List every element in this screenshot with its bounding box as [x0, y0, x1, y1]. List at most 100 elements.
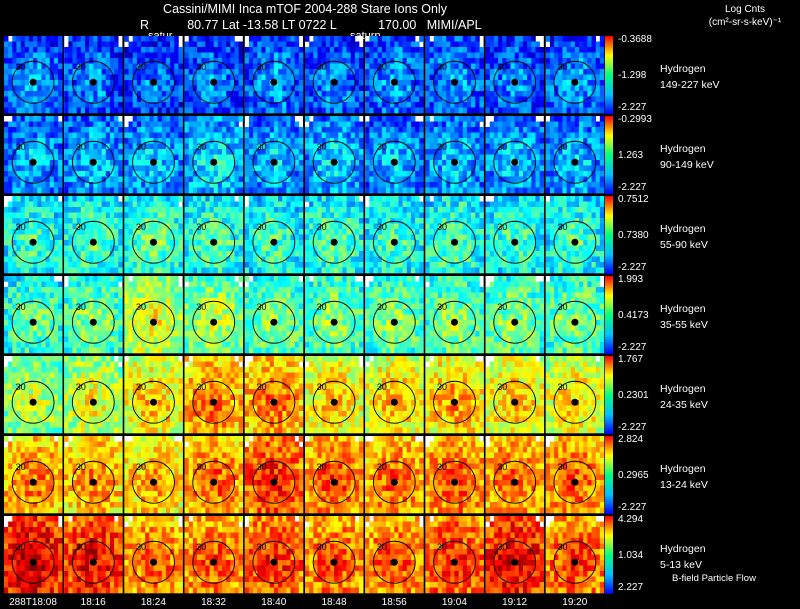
distance-ring: [433, 60, 476, 104]
ring-label: 30: [16, 222, 26, 232]
units-line-1: Log Cnts: [724, 4, 766, 15]
distance-ring: [252, 60, 296, 104]
species-label: Hydrogen: [660, 383, 706, 395]
ring-label: 30: [256, 62, 266, 72]
saturn-marker: [330, 238, 338, 246]
distance-ring: [433, 140, 476, 184]
distance-ring: [553, 540, 597, 584]
saturn-marker: [451, 78, 458, 86]
distance-ring: [312, 300, 356, 344]
distance-ring: [493, 140, 537, 184]
ring-label: 30: [16, 302, 26, 312]
image-panel: 30: [545, 516, 605, 594]
ring-label: 30: [377, 142, 387, 152]
ring-label: 30: [136, 462, 146, 472]
ring-label: 30: [136, 142, 146, 152]
image-panel: 30: [305, 196, 364, 274]
saturn-marker: [451, 558, 458, 566]
saturn-marker: [270, 158, 278, 166]
ring-label: 30: [76, 382, 86, 392]
distance-ring: [192, 300, 236, 344]
time-tick-label: 18:24: [140, 597, 166, 608]
time-tick-label: 18:56: [381, 597, 407, 608]
colorbar-max: 1.767: [618, 354, 644, 365]
saturn-marker: [210, 478, 218, 486]
image-panel: 30: [545, 116, 605, 194]
image-panel: 30: [305, 116, 364, 194]
image-panel: 30: [184, 116, 244, 194]
image-panel: 30: [4, 516, 63, 594]
colorbar-units: Log Cnts (cm²-sr-s-keV)⁻¹: [690, 3, 800, 29]
distance-ring: [132, 140, 175, 184]
species-label: Hydrogen: [660, 303, 706, 315]
image-panel: 30: [305, 276, 364, 354]
distance-ring: [71, 60, 115, 104]
distance-ring: [553, 460, 597, 504]
distance-ring: [11, 60, 55, 104]
distance-ring: [433, 300, 476, 344]
image-panel: 30: [124, 276, 183, 354]
saturn-marker: [511, 398, 519, 406]
distance-ring: [252, 300, 296, 344]
colorbar: [605, 116, 613, 194]
colorbar-mid: 0.2965: [618, 470, 649, 481]
saturn-marker: [511, 478, 519, 486]
saturn-marker: [390, 158, 398, 166]
saturn-marker: [150, 158, 157, 166]
ring-label: 30: [377, 382, 387, 392]
distance-ring: [312, 540, 356, 584]
saturn-marker: [89, 558, 97, 566]
ring-label: 30: [557, 222, 567, 232]
ring-label: 30: [16, 62, 26, 72]
saturn-marker: [29, 318, 37, 326]
chart-title: Cassini/MIMI Inca mTOF 2004-288 Stare Io…: [163, 2, 447, 16]
distance-ring: [312, 220, 356, 264]
saturn-marker: [89, 398, 97, 406]
image-panel: 30: [4, 36, 63, 114]
saturn-marker: [210, 558, 218, 566]
ring-label: 30: [256, 382, 266, 392]
saturn-marker: [210, 238, 218, 246]
distance-ring: [71, 300, 115, 344]
ring-label: 30: [256, 142, 266, 152]
saturn-marker: [511, 238, 519, 246]
distance-ring: [11, 380, 55, 424]
ring-label: 30: [497, 222, 507, 232]
saturn-marker: [451, 238, 458, 246]
time-tick-label: 19:12: [502, 597, 528, 608]
saturn-marker: [210, 398, 218, 406]
distance-ring: [11, 300, 55, 344]
ring-label: 30: [136, 302, 146, 312]
saturn-marker: [330, 558, 338, 566]
distance-ring: [11, 140, 55, 184]
species-label: Hydrogen: [660, 543, 706, 555]
image-panel: 30: [365, 196, 424, 274]
saturn-marker: [390, 318, 398, 326]
image-panel: 30: [184, 276, 244, 354]
image-panel: 30: [244, 196, 304, 274]
saturn-marker: [571, 158, 579, 166]
distance-ring: [493, 460, 537, 504]
distance-ring: [71, 140, 115, 184]
saturn-marker: [89, 158, 97, 166]
colorbar-mid: 0.7380: [618, 230, 649, 241]
saturn-marker: [270, 78, 278, 86]
image-panel: 30: [64, 276, 123, 354]
energy-label: 90-149 keV: [660, 159, 714, 171]
colorbar: [605, 436, 613, 514]
distance-ring: [433, 460, 476, 504]
colorbar: [605, 276, 613, 354]
distance-ring: [132, 300, 175, 344]
colorbar-min: -2.227: [618, 502, 647, 513]
distance-ring: [252, 220, 296, 264]
distance-ring: [433, 220, 476, 264]
distance-ring: [553, 140, 597, 184]
image-panel: 30: [184, 36, 244, 114]
colorbar-mid: -1.298: [618, 70, 647, 81]
image-panel: 30: [425, 356, 484, 434]
saturn-marker: [89, 478, 97, 486]
image-panel: 30: [485, 36, 545, 114]
image-panel: 30: [124, 516, 183, 594]
saturn-marker: [29, 158, 37, 166]
distance-ring: [71, 540, 115, 584]
